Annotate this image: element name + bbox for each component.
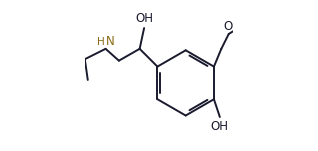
Text: N: N (106, 35, 115, 48)
Text: O: O (223, 20, 233, 33)
Text: H: H (97, 37, 105, 47)
Text: OH: OH (135, 12, 153, 25)
Text: OH: OH (211, 120, 229, 133)
